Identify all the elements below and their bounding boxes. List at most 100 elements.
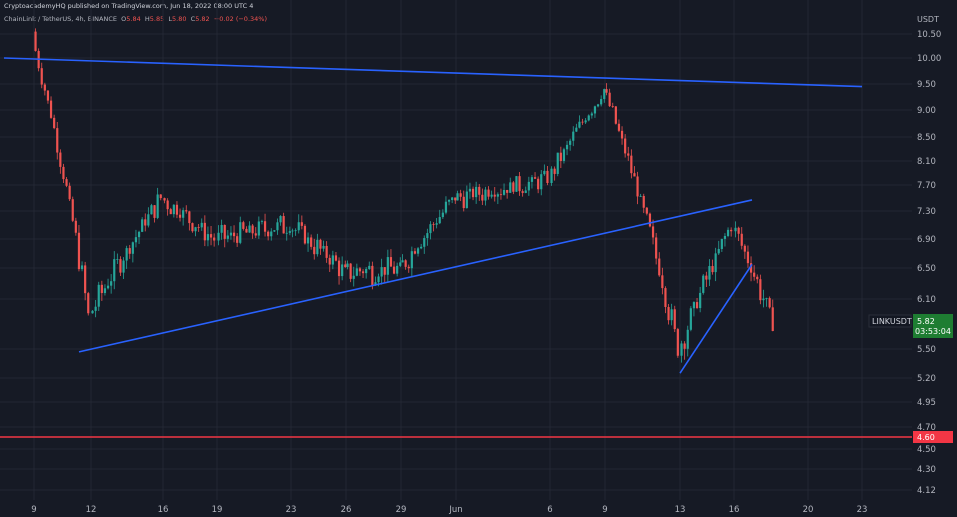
candle-body: [103, 288, 107, 294]
price-tick-label: 4.30: [917, 465, 936, 475]
candle-body: [396, 265, 399, 274]
bar-countdown-label: 03:53:04: [915, 327, 951, 336]
time-tick-label: 20: [803, 505, 814, 515]
time-tick-label: 16: [729, 505, 740, 515]
candle-body: [407, 266, 410, 269]
candle-body: [352, 275, 355, 279]
symbol-name-tag: [868, 314, 912, 328]
candle-body: [251, 225, 254, 234]
trendlines[interactable]: [3, 57, 863, 374]
candle-body: [273, 230, 276, 232]
candle-body: [413, 251, 417, 254]
candle-body: [478, 186, 481, 195]
candle-body: [636, 176, 639, 197]
candle-body: [680, 343, 683, 356]
candle-body: [465, 191, 468, 209]
candle-body: [404, 260, 407, 267]
price-tick-label: 6.90: [917, 235, 936, 245]
candle-body: [119, 259, 122, 273]
candle-body: [291, 230, 294, 232]
price-tick-label: 8.50: [917, 133, 936, 143]
candle-body: [562, 149, 566, 161]
candle-body: [377, 276, 380, 283]
candle-body: [159, 194, 162, 199]
time-tick-label: 26: [341, 505, 352, 515]
candle-body: [106, 285, 110, 289]
candle-body: [420, 246, 423, 249]
candle-body: [131, 242, 134, 254]
candle-body: [639, 195, 642, 197]
time-axis[interactable]: 9 12 16 19 23 26 29 Jun 6 9 13 16 20 23: [31, 505, 867, 515]
candle-body: [493, 194, 496, 197]
candle-body: [708, 266, 711, 280]
candle-body: [578, 121, 581, 128]
price-tick-label: 7.30: [917, 207, 936, 217]
candle-body: [481, 194, 484, 201]
candle-body: [530, 177, 534, 182]
candle-body: [100, 284, 103, 294]
candle-body: [611, 106, 614, 107]
candle-body: [134, 237, 138, 243]
candle-body: [524, 190, 527, 193]
candle-body: [768, 298, 771, 308]
candle-body: [711, 266, 714, 273]
candle-body: [600, 99, 603, 105]
candle-body: [423, 238, 426, 247]
candle-body: [344, 264, 347, 268]
candle-body: [630, 155, 633, 174]
candle-body: [410, 251, 413, 269]
candle-body: [620, 130, 624, 139]
candle-body: [349, 263, 352, 279]
trendline-1: [3, 57, 863, 88]
candle-body: [471, 188, 475, 198]
candle-body: [361, 271, 365, 274]
candle-body: [689, 308, 692, 330]
candle-body: [368, 265, 371, 270]
candle-body: [97, 284, 100, 307]
candle-body: [74, 220, 77, 233]
trendline-2: [78, 199, 753, 353]
candle-body: [260, 221, 264, 223]
candle-body: [633, 173, 636, 177]
candle-body: [337, 260, 341, 277]
candle-body: [614, 106, 617, 124]
time-tick-label: 9: [31, 505, 36, 515]
candle-body: [226, 235, 229, 239]
candle-body: [426, 233, 429, 239]
trendline-3: [679, 263, 753, 374]
high-key: H: [144, 15, 150, 23]
candle-body: [282, 216, 285, 234]
candle-body: [468, 188, 472, 192]
candle-body: [454, 197, 457, 201]
candle-body: [40, 68, 43, 85]
price-tick-label: 4.70: [917, 423, 936, 433]
candle-body: [714, 253, 717, 273]
candle-body: [254, 233, 257, 236]
candle-body: [572, 131, 575, 141]
candle-body: [87, 293, 90, 314]
price-tick-label: 4.95: [917, 398, 936, 408]
candle-body: [185, 210, 188, 212]
candle-body: [506, 189, 509, 193]
candle-body: [242, 222, 245, 229]
candle-body: [743, 245, 746, 252]
open-value: 5.84: [126, 15, 141, 23]
price-tick-label: 9.50: [917, 80, 936, 90]
candle-body: [596, 104, 600, 107]
candle-body: [432, 224, 435, 225]
candle-body: [627, 153, 630, 156]
candle-body: [182, 210, 185, 218]
candle-body: [383, 267, 386, 275]
candle-body: [56, 128, 59, 153]
price-tick-label: 6.50: [917, 264, 936, 274]
candle-body: [84, 265, 87, 294]
price-axis[interactable]: 10.50 10.00 9.50 9.00 8.50 8.10 7.70 7.30 6.90 6.…: [917, 30, 941, 496]
candle-body: [734, 227, 737, 232]
symbol-legend[interactable]: ChainLink / TetherUS, 4h, BINANCE O5.84 …: [4, 15, 267, 23]
candle-body: [720, 238, 723, 249]
candle-body: [617, 123, 621, 131]
candle-body: [441, 212, 444, 218]
candle-body: [565, 144, 569, 150]
price-tick-label: 10.50: [917, 30, 941, 40]
